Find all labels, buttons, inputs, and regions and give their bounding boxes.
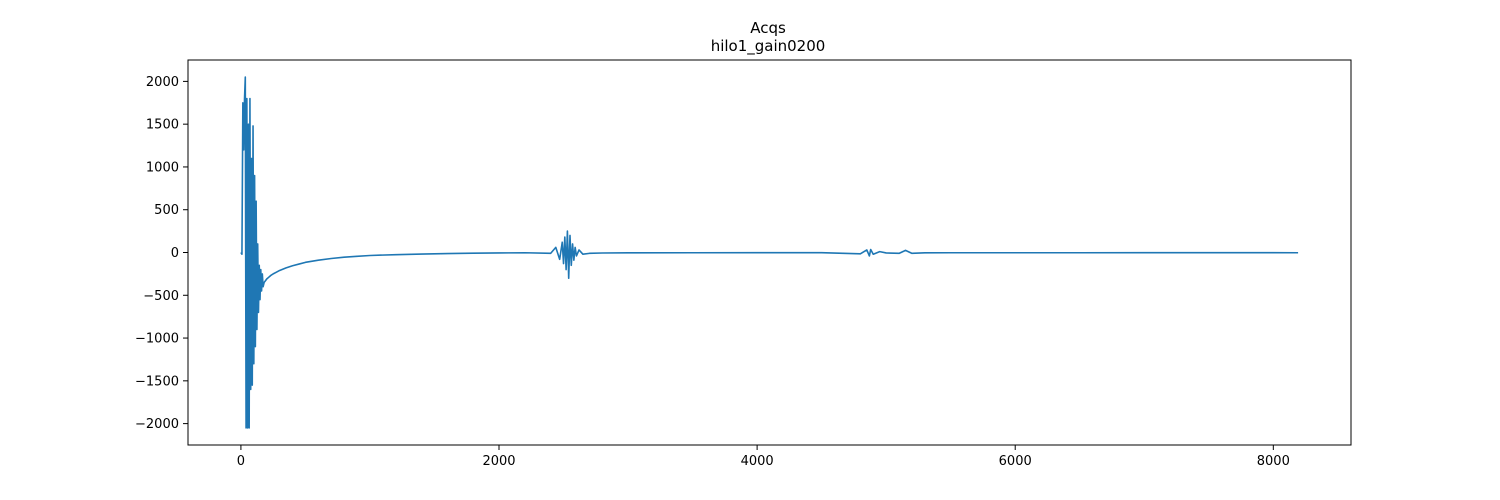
plot-area xyxy=(240,76,1299,429)
series-line-0 xyxy=(240,76,1299,429)
chart-subtitle: hilo1_gain0200 xyxy=(711,37,826,56)
y-tick-label: −2000 xyxy=(135,417,179,432)
x-tick-label: 2000 xyxy=(482,454,515,469)
y-tick-label: 0 xyxy=(171,246,179,261)
y-tick-label: 2000 xyxy=(146,75,179,90)
y-tick-label: 500 xyxy=(154,203,179,218)
x-tick-label: 6000 xyxy=(999,454,1032,469)
y-tick-label: −500 xyxy=(143,289,179,304)
x-tick-label: 0 xyxy=(237,454,245,469)
x-tick-label: 4000 xyxy=(741,454,774,469)
y-tick-label: −1000 xyxy=(135,332,179,347)
x-tick-label: 8000 xyxy=(1257,454,1290,469)
x-axis: 0 2000 4000 6000 8000 xyxy=(237,445,1290,469)
y-axis: −2000 −1500 −1000 −500 0 500 1000 1500 2000 xyxy=(135,75,188,432)
chart-title: Acqs xyxy=(750,19,786,37)
y-tick-label: −1500 xyxy=(135,374,179,389)
y-tick-label: 1500 xyxy=(146,118,179,133)
y-tick-label: 1000 xyxy=(146,160,179,175)
